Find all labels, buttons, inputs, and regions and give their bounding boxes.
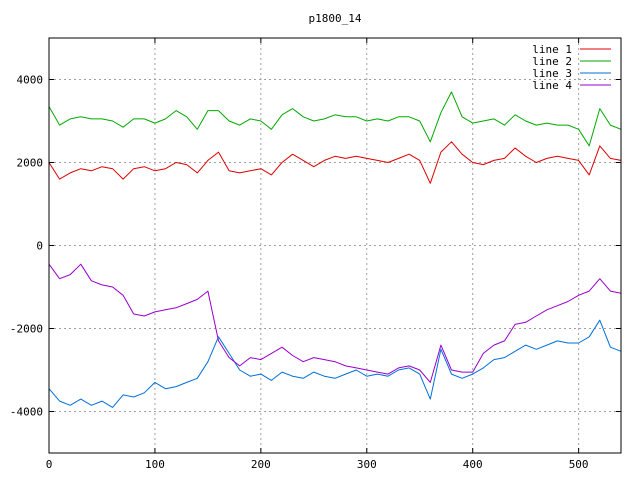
grid xyxy=(49,38,621,453)
chart-title: p1800_14 xyxy=(309,12,362,25)
legend-label-1: line 1 xyxy=(532,43,572,56)
y-tick-label: 2000 xyxy=(17,157,44,170)
x-tick-label: 100 xyxy=(145,458,165,471)
y-tick-label: -2000 xyxy=(10,323,43,336)
x-tick-label: 500 xyxy=(569,458,589,471)
series-line-1 xyxy=(48,141,622,184)
legend-label-3: line 3 xyxy=(532,67,572,80)
y-tick-label: 4000 xyxy=(17,74,44,87)
axis-ticks: 0 100 200 300 400 500 -4000 -2000 0 2000 4000 xyxy=(10,38,621,471)
series-line-2 xyxy=(48,91,622,147)
y-tick-label: 0 xyxy=(36,240,43,253)
series-line-4 xyxy=(48,263,622,383)
legend-label-4: line 4 xyxy=(532,79,572,92)
x-tick-label: 0 xyxy=(46,458,53,471)
series-lines xyxy=(48,91,622,408)
y-tick-label: -4000 xyxy=(10,406,43,419)
x-tick-label: 300 xyxy=(357,458,377,471)
x-tick-label: 200 xyxy=(251,458,271,471)
x-tick-label: 400 xyxy=(463,458,483,471)
series-line-3 xyxy=(48,319,622,408)
legend-label-2: line 2 xyxy=(532,55,572,68)
